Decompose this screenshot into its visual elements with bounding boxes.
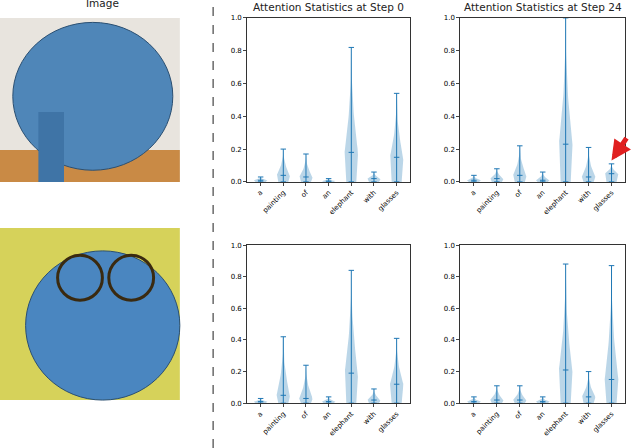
svg-text:elephant: elephant	[542, 410, 570, 438]
svg-text:glasses: glasses	[591, 410, 615, 434]
svg-text:an: an	[321, 410, 333, 422]
svg-text:0.8: 0.8	[444, 273, 455, 281]
svg-text:elephant: elephant	[542, 189, 570, 217]
svg-text:0.6: 0.6	[231, 305, 243, 313]
svg-text:0.8: 0.8	[444, 47, 455, 55]
svg-text:0.0: 0.0	[444, 178, 455, 186]
svg-text:a: a	[469, 410, 478, 419]
svg-text:a: a	[256, 189, 265, 198]
svg-text:an: an	[535, 189, 547, 201]
svg-text:painting: painting	[261, 410, 287, 436]
svg-text:1.0: 1.0	[231, 14, 242, 22]
svg-text:glasses: glasses	[591, 189, 615, 213]
svg-text:0.6: 0.6	[231, 80, 243, 88]
svg-text:of: of	[299, 410, 310, 421]
svg-text:0.4: 0.4	[231, 113, 243, 121]
svg-text:a: a	[256, 410, 265, 419]
svg-text:0.8: 0.8	[231, 273, 242, 281]
svg-text:0.6: 0.6	[444, 80, 456, 88]
svg-text:0.4: 0.4	[444, 336, 456, 344]
svg-text:0.2: 0.2	[444, 146, 455, 154]
svg-text:an: an	[535, 410, 547, 422]
svg-text:painting: painting	[475, 189, 501, 215]
svg-text:glasses: glasses	[377, 410, 401, 434]
svg-text:an: an	[321, 189, 333, 201]
svg-text:elephant: elephant	[328, 189, 356, 217]
svg-text:0.4: 0.4	[444, 113, 456, 121]
svg-text:of: of	[513, 410, 524, 421]
svg-text:1.0: 1.0	[231, 242, 242, 250]
svg-text:a: a	[469, 189, 478, 198]
svg-text:0.8: 0.8	[231, 47, 242, 55]
svg-text:0.0: 0.0	[231, 178, 242, 186]
svg-text:of: of	[513, 188, 524, 199]
svg-text:glasses: glasses	[377, 189, 401, 213]
svg-text:Image: Image	[86, 0, 119, 9]
svg-text:Attention Statistics at Step 2: Attention Statistics at Step 24	[464, 1, 622, 13]
svg-text:0.2: 0.2	[231, 146, 242, 154]
svg-text:painting: painting	[475, 410, 501, 436]
svg-text:elephant: elephant	[328, 410, 356, 438]
svg-text:0.2: 0.2	[444, 368, 455, 376]
svg-text:painting: painting	[261, 189, 287, 215]
svg-text:1.0: 1.0	[444, 242, 455, 250]
svg-text:0.4: 0.4	[231, 336, 243, 344]
svg-text:0.2: 0.2	[231, 368, 242, 376]
svg-text:with: with	[576, 189, 592, 205]
svg-text:Attention Statistics at Step 0: Attention Statistics at Step 0	[253, 1, 404, 13]
svg-text:with: with	[576, 410, 592, 426]
svg-text:1.0: 1.0	[444, 14, 455, 22]
svg-text:0.0: 0.0	[231, 400, 242, 408]
svg-text:of: of	[299, 188, 310, 199]
svg-text:with: with	[362, 410, 378, 426]
svg-text:0.0: 0.0	[444, 400, 455, 408]
svg-text:with: with	[362, 189, 378, 205]
svg-text:0.6: 0.6	[444, 305, 456, 313]
